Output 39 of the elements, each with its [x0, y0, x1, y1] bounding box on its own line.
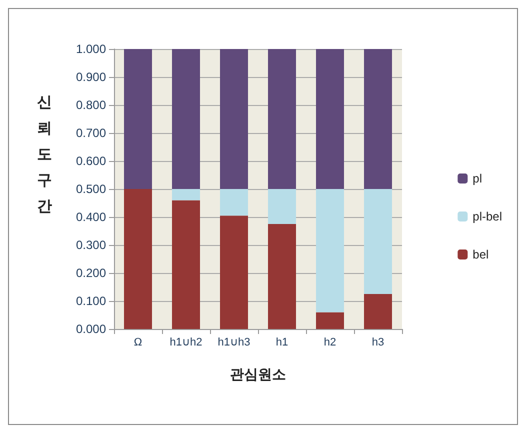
bar	[268, 189, 296, 224]
y-tick-label: 0.100	[76, 294, 106, 308]
bar	[364, 189, 392, 294]
y-tick-label: 0.900	[76, 70, 106, 84]
bar	[124, 189, 152, 329]
x-tick-label: h1∪h2	[170, 336, 202, 348]
bar	[220, 216, 248, 329]
bar	[316, 49, 344, 189]
y-axis-title: 신뢰도구간	[37, 93, 52, 215]
bar	[364, 294, 392, 329]
y-tick-label: 0.600	[76, 154, 106, 168]
x-tick-label: h2	[324, 336, 336, 348]
y-tick-label: 1.000	[76, 42, 106, 56]
bar	[124, 49, 152, 189]
bar	[220, 189, 248, 216]
bar	[364, 49, 392, 189]
bar	[172, 200, 200, 329]
legend-label: bel	[472, 248, 489, 262]
x-tick-label: h1∪h3	[218, 336, 250, 348]
bar	[172, 49, 200, 189]
bar	[316, 189, 344, 312]
y-tick-label: 0.200	[76, 266, 106, 280]
x-tick-label: h1	[276, 336, 288, 348]
bar	[172, 189, 200, 200]
bar	[268, 224, 296, 329]
x-tick-label: Ω	[134, 336, 142, 348]
y-tick-label: 0.000	[76, 322, 106, 336]
y-tick-label: 0.700	[76, 126, 106, 140]
bar	[316, 312, 344, 329]
y-tick-label: 0.400	[76, 210, 106, 224]
y-tick-label: 0.800	[76, 98, 106, 112]
x-tick-label: h3	[372, 336, 384, 348]
y-tick-label: 0.500	[76, 182, 106, 196]
x-axis-title: 관심원소	[230, 366, 286, 382]
y-tick-label: 0.300	[76, 238, 106, 252]
legend-label: pl	[472, 172, 482, 186]
bar	[220, 49, 248, 189]
legend-label: pl-bel	[472, 210, 502, 224]
bar	[268, 49, 296, 189]
